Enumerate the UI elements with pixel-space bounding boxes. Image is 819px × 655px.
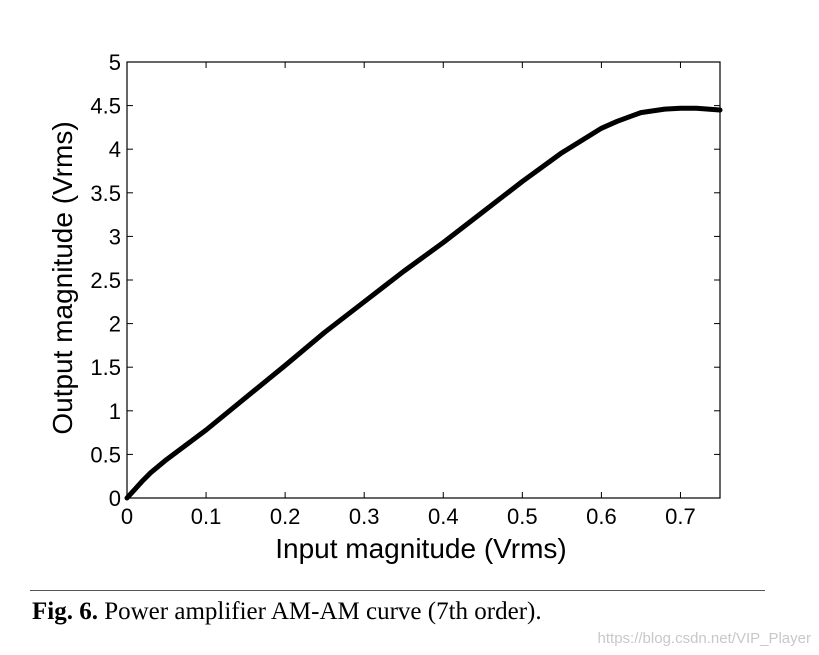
y-tick-label: 0 (109, 486, 121, 511)
x-axis-title: Input magnitude (Vrms) (275, 533, 567, 564)
x-tick-label: 0.3 (349, 504, 380, 529)
y-tick-label: 2.5 (90, 268, 121, 293)
series-layer (124, 105, 723, 501)
y-tick-label: 4.5 (90, 94, 121, 119)
x-tick-label: 0.2 (270, 504, 301, 529)
y-tick-label: 3.5 (90, 181, 121, 206)
figure-caption: Fig. 6. Power amplifier AM-AM curve (7th… (32, 598, 542, 626)
tick-labels: 0 0.1 0.2 0.3 0.4 0.5 0.6 0.7 0 0.5 1 1.5 2 2.5 3 3.5 4 4… (90, 50, 695, 529)
y-tick-label: 3 (109, 224, 121, 249)
axis-ticks (126, 61, 720, 499)
y-tick-label: 4 (109, 137, 121, 162)
plot-frame (126, 61, 721, 499)
y-tick-label: 2 (109, 312, 121, 337)
x-tick-label: 0.6 (586, 504, 617, 529)
y-tick-label: 5 (109, 50, 121, 75)
x-tick-label: 0.5 (507, 504, 538, 529)
y-tick-label: 1 (109, 399, 121, 424)
x-tick-label: 0 (121, 504, 133, 529)
x-tick-label: 0.4 (428, 504, 459, 529)
figure-caption-text: Power amplifier AM-AM curve (7th order). (97, 598, 542, 625)
x-tick-label: 0.7 (665, 504, 696, 529)
y-tick-label: 0.5 (90, 442, 121, 467)
figure-label: Fig. 6. (32, 598, 98, 625)
y-tick-label: 1.5 (90, 355, 121, 380)
am-am-chart: 0 0.1 0.2 0.3 0.4 0.5 0.6 0.7 0 0.5 1 1.5 2 2.5 3 3.5 4 4… (47, 50, 723, 564)
caption-divider (30, 590, 765, 591)
watermark-url: https://blog.csdn.net/VIP_Player (597, 630, 811, 647)
x-tick-label: 0.1 (191, 504, 222, 529)
series-line-am-am (124, 105, 723, 501)
y-axis-title: Output magnitude (Vrms) (47, 121, 78, 434)
plot-area (126, 61, 721, 499)
